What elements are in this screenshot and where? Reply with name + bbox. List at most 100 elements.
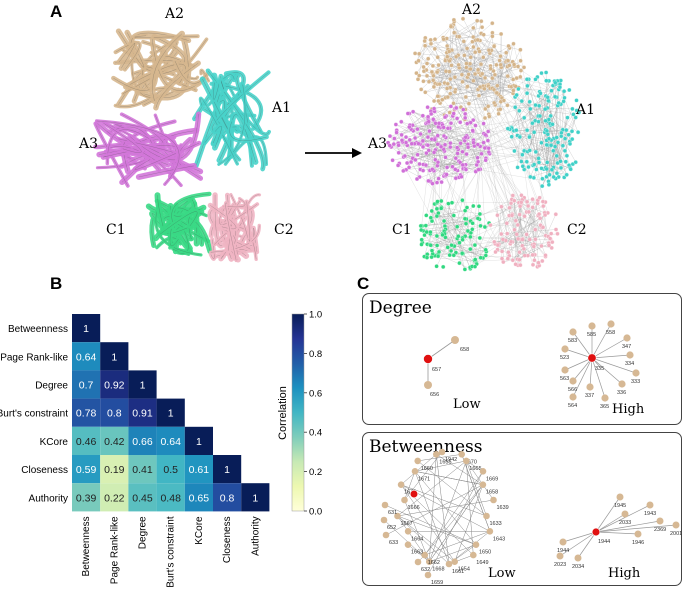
heatmap-cell-label: 0.48	[160, 492, 181, 504]
heatmap-cell-label: 0.64	[160, 436, 181, 448]
protein-domain	[207, 192, 262, 263]
colorbar-tick: 0.0	[309, 507, 322, 518]
structure-label-c1: C1	[106, 222, 126, 238]
degree-high-label: High	[612, 402, 645, 417]
heatmap-cell	[156, 426, 185, 455]
heatmap-cell-label: 1	[83, 323, 89, 335]
heatmap-cell-label: 0.78	[76, 408, 97, 420]
heatmap-cell-label: 0.45	[132, 492, 153, 504]
heatmap-cell-label: 0.22	[104, 492, 125, 504]
heatmap-cell	[156, 483, 185, 512]
arrow	[305, 148, 362, 158]
heatmap-cell	[184, 426, 213, 455]
heatmap-cell	[72, 455, 101, 484]
panel-a-letter: A	[50, 2, 63, 21]
heatmap-cell	[128, 370, 157, 399]
heatmap-cell	[72, 314, 101, 343]
heatmap-row-label: Degree	[35, 381, 68, 392]
heatmap-cell-label: 0.65	[189, 492, 210, 504]
network-nodes	[385, 16, 582, 272]
heatmap-cell-label: 0.19	[104, 464, 125, 476]
heatmap-cell	[100, 455, 129, 484]
correlation-heatmap: 1 0.64 1 0.7 0.92 1 0.78 0.8 0.91 1 0.46 0.42 0.66 0.…	[0, 310, 322, 588]
heatmap-cell	[128, 398, 157, 427]
heatmap-cell-label: 0.46	[76, 436, 97, 448]
protein-domain	[93, 111, 204, 188]
heatmap-col-label: Authority	[250, 516, 261, 555]
colorbar-tick: 1.0	[309, 310, 322, 321]
heatmap-cell-label: 0.42	[104, 436, 125, 448]
degree-title: Degree	[369, 298, 432, 318]
heatmap-cell-label: 1	[252, 492, 258, 504]
heatmap-col-label: KCore	[194, 516, 205, 545]
colorbar-label: Correlation	[277, 386, 289, 440]
colorbar	[291, 313, 305, 512]
betweenness-box: Betweenness	[362, 432, 682, 586]
colorbar-tick: 0.2	[309, 467, 322, 478]
protein-domain	[111, 28, 211, 111]
heatmap-cell-label: 0.5	[163, 464, 178, 476]
betweenness-high-label: High	[608, 566, 641, 581]
colorbar-tick: 0.8	[309, 349, 322, 360]
protein-domain	[192, 68, 271, 172]
heatmap-cell-label: 0.66	[132, 436, 153, 448]
heatmap-cell-label: 0.64	[76, 351, 97, 363]
betweenness-low-label: Low	[488, 566, 516, 581]
heatmap-cell-label: 0.91	[132, 408, 153, 420]
panel-c-letter: C	[357, 274, 370, 293]
colorbar-tick: 0.4	[309, 428, 322, 439]
heatmap-cell-label: 1	[140, 380, 146, 392]
heatmap-row-label: Page Rank-like	[0, 352, 68, 363]
heatmap-row-label: Betweenness	[8, 324, 68, 335]
heatmap-cell-label: 1	[224, 464, 230, 476]
network-edges	[388, 18, 580, 270]
heatmap-cell	[128, 455, 157, 484]
protein-domain	[145, 191, 214, 257]
heatmap-row-label: Authority	[29, 493, 68, 504]
heatmap-cell	[241, 483, 270, 512]
heatmap-col-label: Betweenness	[81, 516, 92, 576]
heatmap-col-label: Degree	[138, 516, 149, 549]
heatmap-row-label: Burt's constraint	[0, 409, 68, 420]
heatmap-cell-label: 0.41	[132, 464, 153, 476]
heatmap-cell	[128, 483, 157, 512]
heatmap-cell	[156, 455, 185, 484]
structure-label-a1: A1	[272, 100, 292, 116]
heatmap-cell-label: 0.61	[189, 464, 210, 476]
network-label-c1: C1	[392, 222, 412, 238]
network-label-a2: A2	[462, 2, 482, 18]
network-label-c2: C2	[567, 222, 587, 238]
heatmap-cell	[100, 426, 129, 455]
heatmap-cell-label: 1	[168, 408, 174, 420]
heatmap-cell-label: 0.59	[76, 464, 97, 476]
heatmap-cell	[100, 483, 129, 512]
heatmap-cell-label: 1	[111, 351, 117, 363]
heatmap-cell-label: 0.8	[107, 408, 122, 420]
heatmap-cell	[213, 455, 242, 484]
heatmap-col-label: Burt's constraint	[166, 516, 177, 588]
structure-label-a3: A3	[79, 136, 99, 152]
heatmap-col-label: Page Rank-like	[109, 516, 120, 584]
colorbar-tick: 0.6	[309, 388, 322, 399]
heatmap-cell	[100, 398, 129, 427]
heatmap-cell	[72, 426, 101, 455]
heatmap-cell-label: 1	[196, 436, 202, 448]
heatmap-cell	[72, 483, 101, 512]
heatmap-cell	[128, 426, 157, 455]
heatmap-cell	[100, 342, 129, 371]
heatmap-cell	[72, 342, 101, 371]
degree-low-label: Low	[453, 397, 481, 412]
heatmap-cell-label: 0.8	[220, 492, 235, 504]
heatmap-cell	[100, 370, 129, 399]
structure-label-a2: A2	[165, 6, 185, 22]
heatmap-cell-label: 0.7	[79, 380, 94, 392]
betweenness-title: Betweenness	[369, 437, 483, 457]
heatmap-cell	[156, 398, 185, 427]
heatmap-cell	[72, 370, 101, 399]
heatmap-cell-label: 0.92	[104, 380, 125, 392]
heatmap-row-label: Closeness	[21, 465, 68, 476]
structure-label-c2: C2	[274, 222, 294, 238]
network-label-a3: A3	[368, 136, 388, 152]
heatmap-cell-label: 0.39	[76, 492, 97, 504]
heatmap-col-label: Closeness	[222, 516, 233, 563]
